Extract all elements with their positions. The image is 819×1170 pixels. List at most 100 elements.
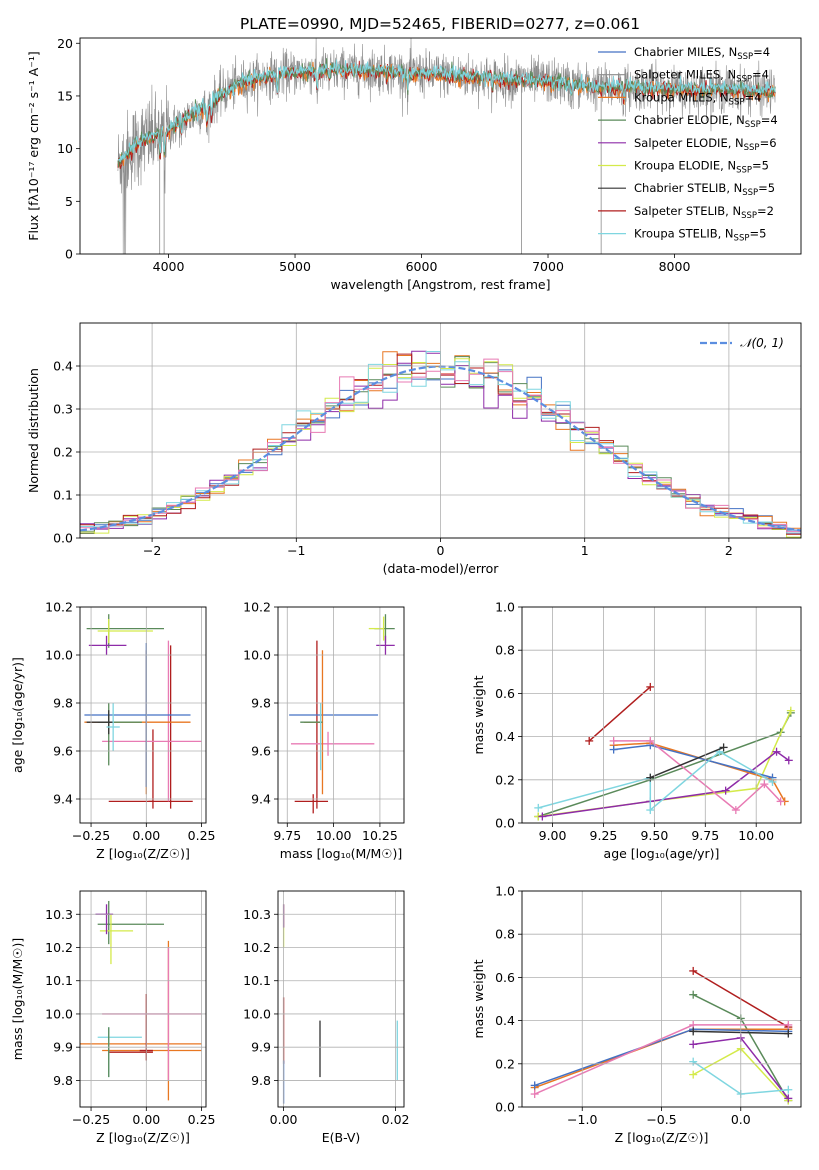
x-tick-label: 10.25 bbox=[362, 828, 398, 843]
panel-8: −1.0 −0.5 0.0 0.0 0.2 0.4 0.6 0.8 1.0 Z [log₁₀(Z/… bbox=[471, 884, 802, 1145]
legend-value: =2 bbox=[757, 204, 774, 218]
y-tick-label: 1.0 bbox=[495, 884, 515, 899]
series-marker bbox=[719, 743, 728, 752]
legend-entry: Chabrier STELIB, NSSP=5 bbox=[598, 181, 775, 198]
x-tick-label: 10.00 bbox=[738, 828, 774, 843]
y-tick-label: 0.0 bbox=[495, 1100, 515, 1115]
legend-text: Kroupa MILES, N bbox=[634, 90, 729, 104]
error-bar bbox=[97, 703, 142, 766]
mass-weight-series bbox=[538, 712, 792, 818]
series-marker bbox=[772, 747, 781, 756]
legend-text: Salpeter STELIB, N bbox=[634, 204, 741, 218]
y-tick-label: 10.2 bbox=[243, 940, 271, 955]
y-axis-label: Normed distribution bbox=[26, 368, 41, 493]
series-marker bbox=[538, 812, 547, 821]
panel-6: −0.25 0.00 0.25 9.8 9.9 10.0 10.1 10.2 10.3 Z [lo… bbox=[10, 890, 216, 1145]
legend-text: Chabrier MILES, N bbox=[634, 45, 737, 59]
legend-text: Salpeter MILES, N bbox=[634, 68, 736, 82]
legend-text: Chabrier STELIB, N bbox=[634, 181, 742, 195]
y-tick-label: 9.8 bbox=[251, 1073, 271, 1088]
y-tick-label: 10 bbox=[57, 141, 73, 156]
series-marker bbox=[689, 1027, 698, 1036]
x-tick-label: 9.00 bbox=[539, 828, 567, 843]
x-tick-label: 1 bbox=[581, 543, 589, 558]
x-tick-label: 8000 bbox=[659, 259, 691, 274]
y-tick-label: 0.6 bbox=[495, 970, 515, 985]
axes-frame bbox=[79, 322, 802, 539]
y-axis-label: age [log₁₀(age/yr)] bbox=[10, 657, 25, 773]
legend-label: 𝒩(0, 1) bbox=[740, 336, 784, 350]
error-bar bbox=[97, 619, 153, 643]
plot-area bbox=[80, 900, 202, 1101]
x-tick-label: 5000 bbox=[279, 259, 311, 274]
panel-7: 0.00 0.02 9.8 9.9 10.0 10.1 10.2 10.3 E(B-V) bbox=[243, 890, 410, 1145]
legend-label: Chabrier MILES, NSSP=4 bbox=[634, 45, 770, 62]
x-tick-label: 10.00 bbox=[316, 828, 352, 843]
legend-entry: Salpeter ELODIE, NSSP=6 bbox=[598, 136, 777, 153]
series-marker bbox=[784, 1020, 793, 1029]
legend-subscript: SSP bbox=[736, 166, 752, 176]
series-marker bbox=[530, 1081, 539, 1090]
y-tick-label: 9.8 bbox=[53, 1073, 73, 1088]
legend-label: Kroupa MILES, NSSP=4 bbox=[634, 90, 761, 107]
grid bbox=[278, 891, 404, 1107]
legend-value: =5 bbox=[749, 227, 766, 241]
axes-frame bbox=[79, 890, 207, 1108]
error-bar bbox=[106, 703, 120, 751]
x-tick-label: 9.75 bbox=[691, 828, 719, 843]
x-tick-label: 9.75 bbox=[273, 828, 301, 843]
error-bar bbox=[99, 914, 134, 965]
y-tick-label: 9.8 bbox=[53, 696, 73, 711]
legend-value: =6 bbox=[760, 136, 777, 150]
legend-entry: Kroupa MILES, NSSP=4 bbox=[598, 90, 761, 107]
grid bbox=[522, 606, 801, 824]
plot-area bbox=[282, 904, 398, 1104]
y-tick-label: 20 bbox=[57, 36, 73, 51]
legend-value: =4 bbox=[753, 45, 770, 59]
legend-subscript: SSP bbox=[736, 75, 752, 85]
y-tick-label: 15 bbox=[57, 88, 73, 103]
x-axis-label: Z [log₁₀(Z/Z☉)] bbox=[96, 846, 190, 861]
plot-area bbox=[117, 38, 776, 254]
legend-subscript: SSP bbox=[729, 97, 745, 107]
y-tick-label: 0.2 bbox=[495, 1056, 515, 1071]
x-tick-label: −1 bbox=[287, 543, 305, 558]
series-marker bbox=[534, 803, 543, 812]
y-tick-label: 0.2 bbox=[495, 772, 515, 787]
legend-label: Salpeter ELODIE, NSSP=6 bbox=[634, 136, 777, 153]
legend-entry: Salpeter MILES, NSSP=4 bbox=[598, 68, 769, 85]
x-axis-label: mass [log₁₀(M/M☉)] bbox=[280, 846, 402, 861]
series-marker bbox=[721, 786, 730, 795]
x-tick-label: 4000 bbox=[153, 259, 185, 274]
y-tick-label: 9.9 bbox=[251, 1040, 271, 1055]
grid bbox=[80, 323, 801, 539]
y-tick-label: 0.3 bbox=[53, 402, 73, 417]
legend-text: Chabrier ELODIE, N bbox=[634, 113, 745, 127]
y-tick-label: 9.4 bbox=[53, 792, 73, 807]
x-tick-label: 7000 bbox=[532, 259, 564, 274]
y-tick-label: 10.2 bbox=[45, 940, 73, 955]
series-marker bbox=[646, 773, 655, 782]
figure-title: PLATE=0990, MJD=52465, FIBERID=0277, z=0… bbox=[240, 15, 640, 33]
x-tick-label: 0.25 bbox=[188, 828, 216, 843]
series-marker bbox=[689, 966, 698, 975]
series-marker bbox=[731, 806, 740, 815]
axes-frame bbox=[79, 37, 802, 255]
error-bar bbox=[108, 729, 154, 809]
y-tick-label: 1.0 bbox=[495, 600, 515, 615]
series-marker bbox=[585, 736, 594, 745]
x-tick-label: 0 bbox=[437, 543, 445, 558]
legend-label: Chabrier ELODIE, NSSP=4 bbox=[634, 113, 778, 130]
mass-weight-series bbox=[538, 710, 792, 818]
series-marker bbox=[530, 1090, 539, 1099]
series-marker bbox=[768, 777, 777, 786]
axes-frame bbox=[521, 890, 802, 1108]
axes-frame bbox=[79, 606, 207, 824]
x-tick-label: 0.25 bbox=[188, 1112, 216, 1127]
error-bar bbox=[88, 635, 127, 655]
legend-text: Kroupa ELODIE, N bbox=[634, 159, 736, 173]
y-tick-label: 10.2 bbox=[243, 600, 271, 615]
y-tick-label: 9.6 bbox=[251, 744, 271, 759]
x-tick-label: −1.0 bbox=[567, 1112, 597, 1127]
